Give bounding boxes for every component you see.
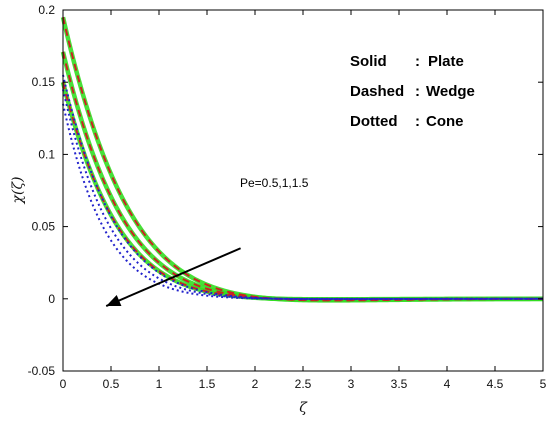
x-tick-label: 3.5 [391,377,408,391]
legend-label-cone: Cone [426,113,464,130]
y-axis-label: χ(ζ) [10,177,26,205]
legend-style-dotted: Dotted [350,113,398,130]
legend-sep-dotted: : [415,113,420,130]
x-tick-label: 4 [444,377,451,391]
y-tick-label: 0.2 [38,3,55,17]
legend: Solid : Plate Dashed : Wedge Dotted : Co… [350,53,475,130]
y-tick-label: 0.15 [32,75,56,89]
arrow-layer [105,247,241,307]
x-axis-label: ζ [299,400,308,416]
x-tick-label: 3 [348,377,355,391]
x-tick-label: 0 [60,377,67,391]
y-tick-label: -0.05 [28,364,56,378]
legend-sep-dashed: : [415,83,420,100]
x-tick-label: 0.5 [103,377,120,391]
legend-label-wedge: Wedge [426,83,475,100]
pe-arrow-shaft [105,247,241,307]
legend-style-solid: Solid [350,53,387,70]
curve-plate-pe-1_5 [60,81,543,302]
y-tick-label: 0.05 [32,220,56,234]
x-tick-label: 4.5 [487,377,504,391]
x-tick-label: 2 [252,377,259,391]
curve-wedge-pe-1_5 [62,81,543,301]
y-tick-label: 0.1 [38,147,55,161]
legend-label-plate: Plate [428,53,464,70]
curve-wedge-pe-0_5 [62,16,543,302]
pe-arrow-head [106,294,122,307]
x-tick-label: 1.5 [199,377,216,391]
plot-frame [62,9,544,372]
curves [60,16,544,303]
curve-plate-pe-0_5 [60,16,543,303]
curve-cone-pe-1_5 [62,103,543,300]
x-tick-label: 1 [156,377,163,391]
y-tick-label: 0 [48,292,55,306]
pe-annotation: Pe=0.5,1,1.5 [240,176,309,190]
ticks: 0 0.5 1 1.5 2 2.5 3 3.5 4 4.5 5 -0.05 0 0.05 0.1 0.15 0.… [28,3,547,391]
x-tick-label: 2.5 [295,377,312,391]
x-tick-label: 5 [540,377,547,391]
legend-sep-solid: : [415,53,420,70]
legend-style-dashed: Dashed [350,83,404,100]
